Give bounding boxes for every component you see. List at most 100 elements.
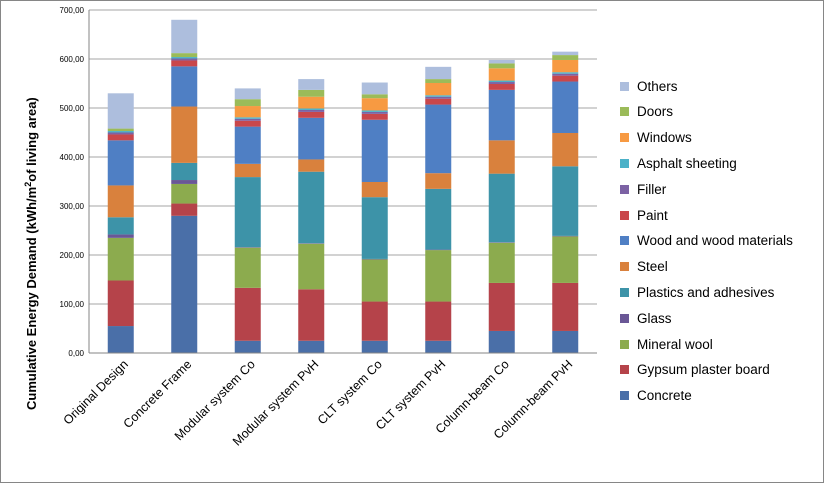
legend-label: Mineral wool [637,336,713,352]
bar-segment [488,173,515,243]
bar-segment [298,340,325,353]
bar-segment [488,83,515,90]
bar-segment [361,119,388,182]
bar-segment [298,89,325,97]
bar-segment [234,88,261,100]
bar-segment [488,330,515,353]
bar-segment [361,113,388,120]
bar-segment [107,93,134,129]
legend-swatch [620,107,629,117]
bar-segment [488,242,515,283]
bar-segment [488,59,515,64]
x-category-label: CLT system Co [315,357,385,427]
bar-segment [488,80,515,83]
legend-label: Concrete [637,388,692,404]
bar-segment [234,163,261,178]
bar-segment [425,340,452,353]
legend-label: Steel [637,259,668,275]
legend-label: Gypsum plaster board [637,362,770,378]
bar-segment [552,72,579,74]
bar-segment [298,243,325,290]
bar-segment [552,236,579,283]
legend-label: Wood and wood materials [637,233,793,249]
bar-segment [552,166,579,236]
bar-segment [361,82,388,95]
legend-swatch [620,339,629,349]
bar-segment [107,237,134,281]
axes [88,10,597,354]
bar-segment [425,95,452,97]
gridlines [89,9,597,305]
bar-segment [171,183,198,204]
bar-segment [171,58,198,61]
bar-segment [488,63,515,69]
bar-segment [171,53,198,58]
bar-segment [552,75,579,82]
bar-segment [488,89,515,141]
bar-segment [488,282,515,331]
legend-label: Windows [637,130,692,146]
bar-segment [552,132,579,167]
bar-segment [552,330,579,353]
bar-segment [107,217,134,235]
bar-segment [171,60,198,67]
bar-segment [425,301,452,341]
bar-segment [361,259,388,302]
bar-segment [171,162,198,181]
legend-item: Filler [620,181,666,197]
legend-label: Doors [637,104,674,120]
bar-segment [171,57,198,59]
bar-segment [107,140,134,186]
legend-item: Glass [620,310,672,326]
legend-swatch [620,313,629,323]
legend-label: Asphalt sheeting [637,155,737,171]
bar-segment [298,171,325,244]
bar-segment [298,159,325,172]
bar-segment [425,96,452,99]
bar-segment [234,287,261,341]
bar-segment [107,131,134,133]
legend-item: Others [620,78,678,94]
bar-segment [488,82,515,84]
bar-segment [552,282,579,331]
y-tick-label: 600,00 [60,55,85,64]
bar-segment [552,73,579,76]
x-category-label: Original Design [61,357,131,427]
legend-swatch [620,236,629,246]
bar-segment [107,134,134,141]
y-tick-label: 0,00 [68,349,84,358]
y-tick-label: 100,00 [60,300,85,309]
bar-segment [107,185,134,218]
legend-label: Filler [637,181,667,197]
y-axis-label: Cumulative Energy Demand (kWh/m2of livin… [23,97,39,410]
y-tick-label: 400,00 [60,153,85,162]
legend-swatch [620,184,629,194]
bar-segment [361,110,388,112]
bar-segment [298,289,325,341]
legend-swatch [620,391,629,401]
bar-segment [425,79,452,84]
bar-segment [298,117,325,160]
y-tick-label: 500,00 [60,104,85,113]
bar-segment [361,197,388,259]
bar-segment [234,247,261,288]
bar-segment [234,118,261,121]
bar-segment [552,51,579,56]
bar-segment [171,180,198,184]
bar-segment [361,340,388,353]
legend-item: Steel [620,259,668,275]
bar-segment [171,106,198,163]
bar-segment [361,181,388,198]
bar-segment [425,250,452,302]
bar-segment [234,117,261,119]
bar-segment [107,280,134,327]
bar-segment [234,340,261,353]
bar-segment [234,126,261,164]
bar-segment [488,68,515,81]
bar-segment [234,99,261,107]
legend-item: Plastics and adhesives [620,284,774,300]
bar-segment [552,55,579,60]
bar-segment [552,81,579,133]
bar-segment [171,19,198,54]
